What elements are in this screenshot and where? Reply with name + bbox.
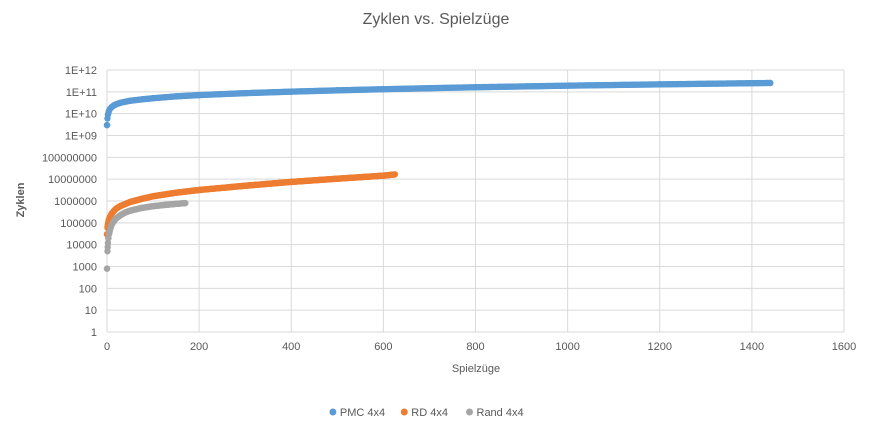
x-tick-label: 400: [282, 341, 300, 353]
y-tick-label: 100: [79, 283, 97, 295]
legend-label: PMC 4x4: [340, 407, 385, 419]
chart-title: Zyklen vs. Spielzüge: [363, 11, 510, 28]
x-tick-label: 600: [374, 341, 392, 353]
series-rand-4x4: [103, 199, 189, 272]
x-tick-label: 0: [104, 341, 110, 353]
legend-marker: [400, 408, 408, 416]
y-tick-label: 1E+10: [65, 109, 97, 121]
data-point-dense: [391, 171, 398, 178]
y-tick-label: 10: [85, 305, 97, 317]
y-tick-label: 1E+09: [65, 131, 97, 143]
y-tick-label: 1000000: [54, 196, 97, 208]
x-axis-label: Spielzüge: [452, 363, 500, 375]
series-pmc-4x4: [103, 79, 774, 129]
y-tick-label: 1E+12: [65, 65, 97, 77]
data-point-dense: [767, 79, 774, 87]
legend-item: RD 4x4: [400, 407, 448, 419]
y-axis-ticks: 1 10 100 1000 10000 100000 1000000 10000000 1000…: [42, 65, 97, 339]
x-tick-label: 1600: [832, 341, 856, 353]
x-tick-label: 1000: [555, 341, 579, 353]
y-tick-label: 100000: [60, 218, 97, 230]
data-point-dense: [104, 243, 111, 251]
y-tick-label: 1E+11: [66, 87, 97, 99]
data-point-dense: [103, 121, 111, 129]
legend-marker: [329, 408, 337, 416]
legend-marker: [466, 408, 473, 416]
series-layer: [103, 79, 774, 272]
x-tick-label: 200: [190, 341, 208, 353]
x-tick-label: 800: [466, 341, 484, 353]
legend-item: PMC 4x4: [329, 407, 385, 419]
series-rd-4x4: [103, 171, 399, 238]
legend-item: Rand 4x4: [466, 407, 524, 419]
legend-label: RD 4x4: [411, 407, 448, 419]
y-tick-label: 10000000: [48, 174, 97, 186]
y-tick-label: 1: [91, 327, 97, 339]
data-point-dense: [103, 265, 111, 272]
legend: PMC 4x4 RD 4x4 Rand 4x4: [329, 407, 524, 419]
x-tick-label: 1400: [740, 341, 764, 353]
data-point-dense: [181, 199, 189, 207]
y-tick-label: 1000: [73, 262, 97, 274]
y-tick-label: 100000000: [42, 152, 97, 164]
x-axis-ticks: 0 200 400 600 800 1000 1200 1400 1600: [104, 341, 856, 353]
y-axis-label: Zyklen: [15, 182, 27, 217]
y-tick-label: 10000: [66, 240, 97, 252]
x-tick-label: 1200: [648, 341, 672, 353]
legend-label: Rand 4x4: [477, 407, 524, 419]
